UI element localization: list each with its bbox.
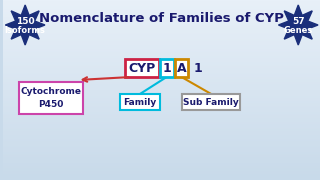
- Text: A: A: [177, 62, 186, 75]
- Text: Family: Family: [123, 98, 156, 107]
- Text: 1: 1: [194, 62, 203, 75]
- Polygon shape: [5, 5, 45, 45]
- Text: 57: 57: [292, 17, 305, 26]
- Text: CYP: CYP: [128, 62, 156, 75]
- Text: Isoforms: Isoforms: [5, 26, 45, 35]
- FancyBboxPatch shape: [125, 59, 159, 77]
- Text: P450: P450: [38, 100, 64, 109]
- FancyBboxPatch shape: [182, 94, 240, 110]
- Text: 150: 150: [16, 17, 35, 26]
- FancyBboxPatch shape: [19, 82, 83, 114]
- FancyBboxPatch shape: [174, 59, 188, 77]
- Text: Sub Family: Sub Family: [183, 98, 239, 107]
- Polygon shape: [278, 5, 318, 45]
- Text: 1: 1: [162, 62, 171, 75]
- Text: Genes: Genes: [284, 26, 313, 35]
- Text: Cytochrome: Cytochrome: [20, 87, 81, 96]
- Text: Nomenclature of Families of CYP: Nomenclature of Families of CYP: [39, 12, 284, 24]
- FancyBboxPatch shape: [120, 94, 160, 110]
- FancyBboxPatch shape: [160, 59, 173, 77]
